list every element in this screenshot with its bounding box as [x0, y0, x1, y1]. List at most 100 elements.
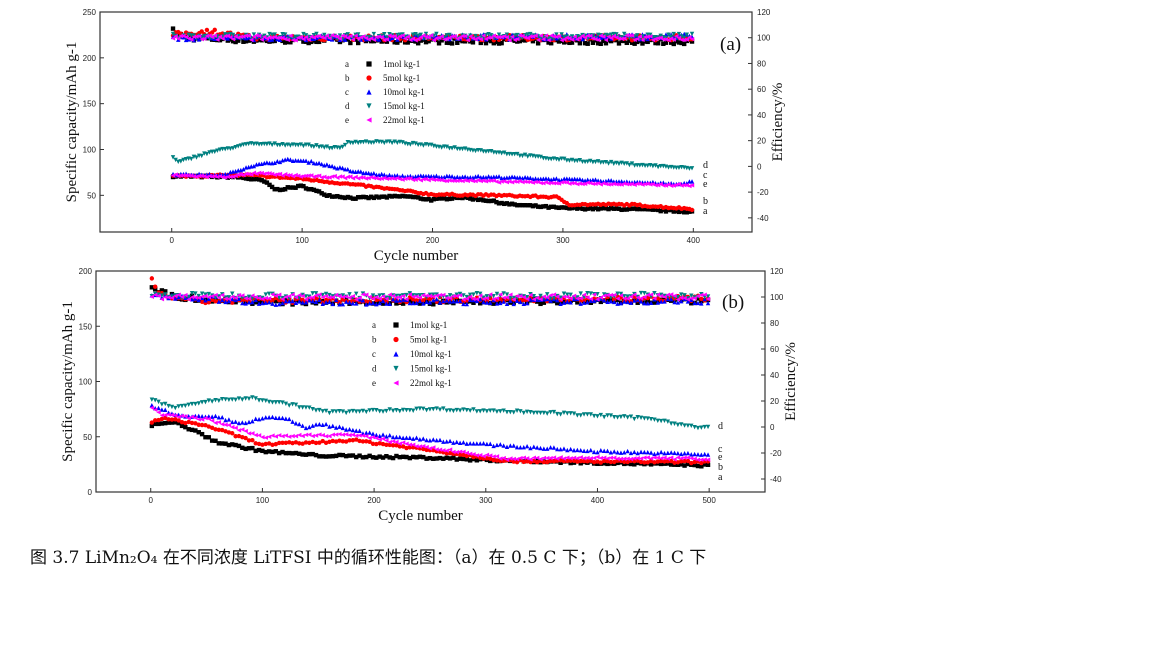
efficiency-point	[618, 291, 624, 297]
efficiency-point	[545, 296, 550, 302]
efficiency-point	[288, 40, 293, 45]
capacity-point	[371, 175, 377, 181]
capacity-point	[449, 178, 455, 183]
capacity-point	[238, 172, 244, 177]
capacity-point	[585, 448, 590, 454]
efficiency-point	[494, 34, 499, 40]
efficiency-point	[434, 31, 439, 37]
efficiency-point	[333, 292, 339, 298]
efficiency-point	[389, 34, 395, 39]
efficiency-point	[421, 292, 426, 298]
capacity-point	[627, 182, 632, 187]
capacity-point	[179, 423, 185, 429]
efficiency-point	[276, 292, 282, 297]
efficiency-point	[622, 36, 627, 41]
capacity-point	[464, 407, 469, 413]
capacity-point	[253, 416, 258, 421]
capacity-point	[462, 174, 468, 179]
capacity-point	[442, 178, 447, 184]
capacity-point	[601, 458, 607, 464]
efficiency-point	[417, 301, 423, 306]
capacity-point	[246, 419, 252, 425]
capacity-point	[317, 454, 322, 459]
capacity-point	[593, 181, 598, 186]
capacity-point	[309, 158, 314, 164]
capacity-point	[467, 458, 473, 463]
efficiency-point	[310, 295, 315, 300]
capacity-point	[348, 168, 353, 174]
capacity-point	[283, 433, 289, 438]
efficiency-point	[658, 299, 664, 304]
capacity-point	[280, 142, 285, 147]
capacity-point	[269, 142, 275, 148]
efficiency-point	[400, 293, 406, 299]
efficiency-point	[434, 296, 439, 302]
series-e	[149, 292, 711, 462]
capacity-point	[400, 193, 405, 199]
capacity-point	[367, 453, 372, 459]
legend-marker	[393, 322, 399, 328]
capacity-point	[618, 456, 624, 462]
efficiency-point	[369, 38, 374, 44]
efficiency-point	[324, 33, 330, 38]
capacity-point	[364, 439, 369, 444]
capacity-point	[689, 423, 694, 429]
capacity-point	[447, 447, 453, 452]
capacity-point	[226, 417, 232, 422]
capacity-point	[424, 456, 429, 461]
efficiency-point	[340, 294, 346, 300]
capacity-point	[276, 433, 282, 438]
legend-letter: d	[372, 364, 377, 374]
capacity-point	[288, 157, 293, 162]
capacity-point	[267, 141, 272, 146]
efficiency-point	[290, 36, 296, 42]
efficiency-point	[615, 296, 620, 301]
efficiency-point	[183, 292, 188, 298]
efficiency-point	[423, 39, 429, 45]
efficiency-point	[290, 37, 296, 43]
efficiency-point	[186, 297, 191, 302]
capacity-point	[481, 408, 486, 413]
capacity-point	[220, 174, 225, 180]
capacity-point	[658, 461, 664, 467]
y2-axis-title: Efficiency/%	[783, 342, 799, 421]
capacity-point	[486, 174, 491, 179]
capacity-point	[462, 194, 468, 200]
capacity-point	[395, 194, 400, 199]
capacity-point	[241, 142, 246, 147]
capacity-point	[384, 454, 389, 459]
efficiency-point	[484, 300, 490, 305]
efficiency-point	[689, 31, 695, 37]
efficiency-point	[407, 291, 413, 296]
efficiency-point	[202, 36, 207, 41]
panel-label: (a)	[720, 34, 741, 55]
capacity-point	[467, 441, 473, 446]
capacity-point	[525, 203, 530, 208]
capacity-point	[300, 405, 305, 410]
efficiency-point	[488, 300, 493, 305]
capacity-point	[648, 207, 653, 212]
capacity-point	[628, 414, 634, 419]
efficiency-point	[561, 294, 567, 299]
capacity-point	[266, 399, 272, 405]
efficiency-point	[413, 32, 418, 37]
y-axis-title: Specific capacity/mAh g-1	[60, 301, 76, 462]
efficiency-point	[196, 34, 202, 39]
efficiency-point	[189, 291, 195, 296]
capacity-point	[695, 457, 701, 462]
capacity-point	[233, 397, 238, 403]
capacity-point	[431, 177, 437, 183]
capacity-point	[418, 196, 423, 201]
efficiency-point	[585, 291, 590, 296]
efficiency-point	[243, 39, 249, 44]
efficiency-point	[663, 37, 669, 42]
capacity-point	[580, 181, 585, 187]
efficiency-point	[387, 31, 392, 37]
efficiency-point	[695, 300, 701, 306]
capacity-point	[260, 448, 265, 454]
capacity-point	[196, 417, 201, 422]
capacity-point	[689, 183, 695, 188]
efficiency-point	[508, 298, 513, 303]
efficiency-point	[652, 300, 657, 305]
efficiency-point	[504, 35, 510, 40]
